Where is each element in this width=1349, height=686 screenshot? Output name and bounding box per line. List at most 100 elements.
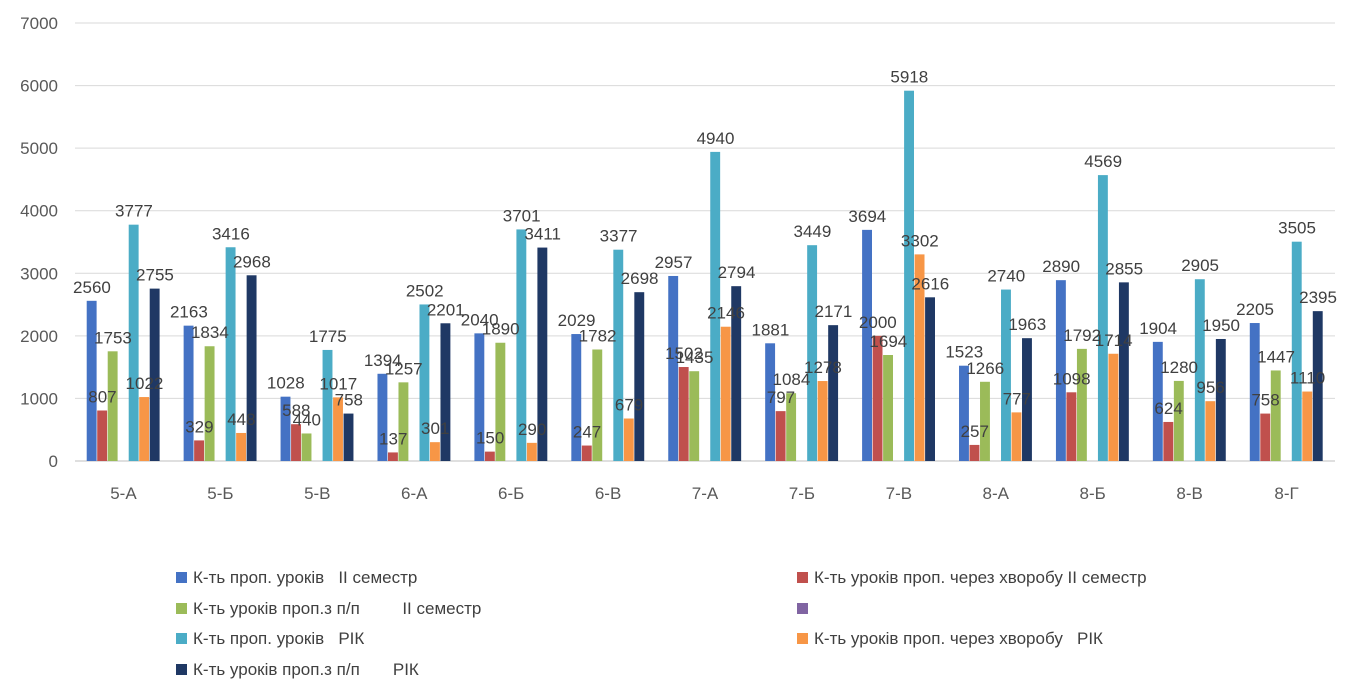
data-label: 777: [1003, 389, 1031, 408]
data-label: 2029: [558, 311, 596, 330]
bar: [139, 397, 150, 461]
bar: [246, 275, 257, 461]
data-label: 5918: [890, 68, 928, 87]
data-labels: 2560 807 1753 3777 1022 2755 2163 329 1834 3416 44…: [73, 68, 1337, 449]
data-label: 3377: [600, 227, 638, 246]
data-label: 588: [282, 401, 310, 420]
bar: [689, 371, 700, 461]
legend-swatch: [176, 603, 187, 614]
x-axis-ticks: 5-А 5-Б 5-В 6-А 6-Б 6-В 7-А 7-Б 7-В 8-А 8-Б 8-В 8-Г: [110, 484, 1298, 503]
data-label: 1904: [1139, 319, 1177, 338]
bar: [484, 451, 495, 461]
bar: [291, 424, 301, 461]
bar: [225, 247, 236, 461]
data-label: 1022: [126, 374, 164, 393]
x-tick-label: 7-А: [692, 484, 719, 503]
data-label: 2855: [1105, 259, 1143, 278]
legend-entry: К-ть уроків проп.з п/п ІІ семестр: [193, 599, 481, 618]
data-label: 758: [335, 391, 363, 410]
legend-swatch: [797, 572, 808, 583]
bar: [429, 442, 440, 461]
x-tick-label: 7-В: [886, 484, 912, 503]
x-tick-label: 8-В: [1176, 484, 1202, 503]
data-label: 2201: [427, 300, 465, 319]
y-tick-label: 0: [49, 452, 58, 471]
x-tick-label: 5-А: [110, 484, 137, 503]
data-label: 2957: [655, 253, 693, 272]
bar: [581, 445, 592, 461]
bar: [128, 224, 139, 461]
bar: [1205, 401, 1216, 461]
bar: [1055, 280, 1066, 461]
bar: [236, 432, 247, 461]
bar: [634, 292, 645, 461]
data-label: 2146: [707, 304, 745, 323]
data-label: 3449: [794, 222, 832, 241]
data-label: 290: [518, 420, 546, 439]
data-label: 1435: [676, 348, 714, 367]
data-label: 2616: [911, 274, 949, 293]
bar: [1076, 348, 1087, 461]
legend: К-ть проп. уроків ІІ семестр К-ть уроків …: [176, 568, 1147, 679]
legend-swatch: [176, 633, 187, 644]
bar: [980, 381, 990, 461]
x-tick-label: 5-В: [304, 484, 330, 503]
bar: [872, 335, 883, 461]
data-label: 2560: [73, 278, 111, 297]
bar: [377, 373, 388, 461]
bar: [613, 249, 624, 461]
bar: [343, 413, 354, 461]
data-label: 758: [1251, 391, 1279, 410]
y-tick-label: 4000: [20, 202, 58, 221]
bar: [1215, 338, 1226, 461]
bar: [720, 326, 731, 461]
bar: [623, 418, 634, 461]
gridlines: [75, 22, 1335, 462]
bar: [668, 275, 679, 461]
data-label: 257: [961, 422, 989, 441]
data-label: 247: [573, 423, 601, 442]
bar: [959, 365, 969, 461]
data-label: 956: [1196, 378, 1224, 397]
data-label: 2502: [406, 281, 444, 300]
data-label: 150: [476, 429, 504, 448]
bar: [925, 297, 935, 461]
bar: [107, 351, 118, 461]
bar: [1118, 282, 1129, 461]
data-label: 1017: [319, 374, 357, 393]
data-label: 2205: [1236, 300, 1274, 319]
data-label: 1523: [945, 343, 983, 362]
data-label: 3416: [212, 224, 250, 243]
x-tick-label: 6-В: [595, 484, 621, 503]
bar: [710, 151, 721, 461]
legend-entry: К-ть проп. уроків ІІ семестр: [193, 568, 417, 587]
bar: [1194, 279, 1205, 461]
data-label: 1098: [1053, 369, 1091, 388]
bar: [516, 229, 527, 461]
bar: [537, 247, 548, 461]
data-label: 2395: [1299, 288, 1337, 307]
data-label: 3694: [848, 207, 886, 226]
bar: [786, 393, 797, 461]
legend-entry: К-ть уроків проп.з п/п РІК: [193, 660, 419, 679]
data-label: 1502: [665, 344, 703, 363]
bar: [904, 90, 914, 462]
data-label: 2740: [987, 267, 1025, 286]
bar: [280, 396, 291, 461]
data-label: 1280: [1160, 358, 1198, 377]
data-label: 4569: [1084, 152, 1122, 171]
y-tick-label: 5000: [20, 139, 58, 158]
bar: [571, 334, 582, 461]
data-label: 2698: [621, 269, 659, 288]
bar: [183, 325, 194, 461]
data-label: 1714: [1095, 331, 1133, 350]
data-label: 1266: [966, 359, 1004, 378]
bars: [86, 90, 1323, 462]
bar: [1312, 311, 1323, 461]
x-tick-label: 6-Б: [498, 484, 524, 503]
legend-entry: К-ть уроків проп. через хворобу ІІ семес…: [814, 568, 1147, 587]
data-label: 1394: [364, 351, 402, 370]
data-label: 1110: [1290, 369, 1325, 388]
bar: [862, 229, 872, 461]
